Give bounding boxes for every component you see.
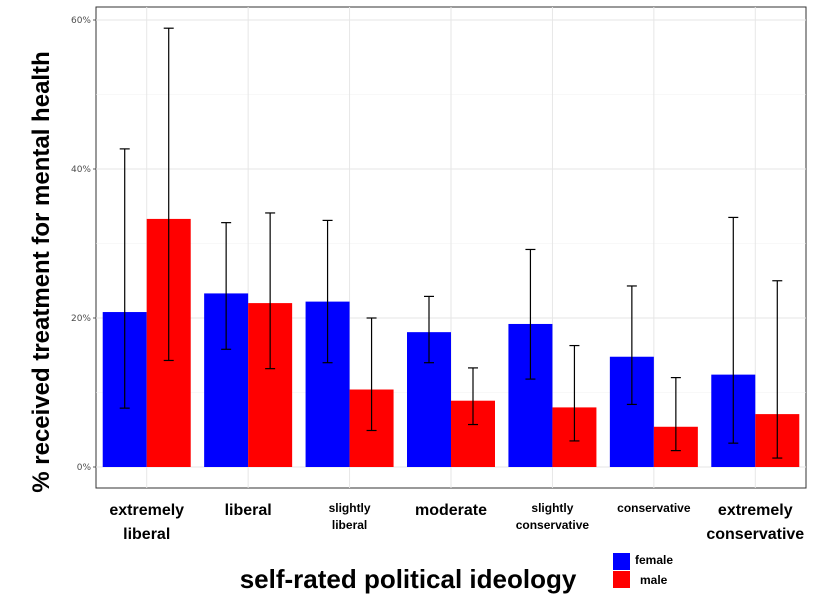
x-tick-label: extremely liberal <box>109 502 184 543</box>
x-tick-label-line: liberal <box>123 526 170 543</box>
y-tick-label: 60% <box>71 16 91 26</box>
x-tick-label-line: extremely <box>109 502 184 519</box>
y-tick-label: 20% <box>71 314 91 324</box>
x-tick-label-line: liberal <box>332 518 367 532</box>
legend-label-male: male <box>640 573 668 587</box>
x-tick-label-line: extremely <box>718 502 793 519</box>
x-axis-tick-labels: extremely liberal liberal slightly liberal mo… <box>109 501 804 543</box>
x-tick-label: conservative <box>617 501 691 515</box>
x-tick-label: slightly liberal <box>329 501 371 532</box>
legend-label-female: female <box>635 553 673 567</box>
x-tick-label: moderate <box>415 502 487 519</box>
legend-swatch-male <box>613 571 630 588</box>
y-axis-ticks: 0% 20% 40% 60% <box>71 16 96 473</box>
x-tick-label-line: conservative <box>706 526 804 543</box>
x-tick-label: slightly conservative <box>516 501 590 532</box>
x-axis-title: self-rated political ideology <box>240 564 577 594</box>
y-tick-label: 40% <box>71 165 91 175</box>
legend: female male <box>613 553 673 588</box>
x-tick-label-line: conservative <box>516 518 590 532</box>
y-axis-title: % received treatment for mental health <box>28 51 55 492</box>
x-tick-label: liberal <box>225 502 272 519</box>
x-tick-label-line: moderate <box>415 502 487 519</box>
x-tick-label-line: liberal <box>225 502 272 519</box>
y-tick-label: 0% <box>77 463 92 473</box>
legend-swatch-female <box>613 553 630 570</box>
x-tick-label-line: slightly <box>329 501 371 515</box>
x-tick-label-line: slightly <box>531 501 573 515</box>
error-bars-layer <box>119 27 783 459</box>
x-tick-label: extremely conservative <box>706 502 804 543</box>
x-tick-label-line: conservative <box>617 501 691 515</box>
